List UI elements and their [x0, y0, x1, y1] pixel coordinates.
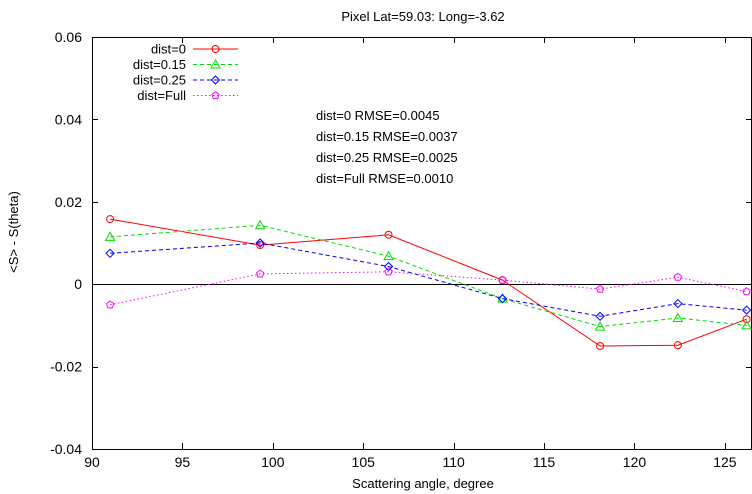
circle-marker — [106, 215, 115, 224]
rmse-annotations: dist=0 RMSE=0.0045 dist=0.15 RMSE=0.0037 d… — [316, 108, 458, 186]
x-tick-label: 115 — [533, 454, 556, 470]
legend-label: dist=Full — [137, 88, 186, 103]
pentagon-marker — [595, 284, 605, 293]
circle-marker — [256, 241, 265, 250]
circle-marker — [384, 230, 393, 239]
y-tick-label: 0.02 — [55, 194, 82, 210]
series-layer — [104, 215, 752, 350]
triangle-marker — [741, 319, 752, 330]
triangle-marker — [210, 58, 221, 69]
triangle-marker — [254, 219, 266, 230]
pentagon-marker — [742, 287, 751, 296]
series-line — [110, 224, 747, 328]
y-tick-label: 0.06 — [55, 29, 82, 45]
x-tick-label: 100 — [261, 454, 285, 470]
triangle-marker — [104, 231, 116, 241]
x-tick-label: 105 — [352, 454, 376, 470]
diamond-marker — [497, 293, 508, 304]
chart-title: Pixel Lat=59.03: Long=-3.62 — [341, 9, 504, 24]
x-tick-label: 120 — [623, 454, 647, 470]
diamond-marker — [255, 238, 265, 248]
legend-label: dist=0.25 — [133, 73, 186, 88]
y-tick-label: 0 — [74, 276, 82, 292]
pentagon-marker — [211, 91, 220, 100]
pentagon-marker — [105, 300, 115, 309]
x-tick-label: 90 — [84, 454, 100, 470]
y-tick-label: 0.04 — [55, 111, 82, 127]
series-3 — [105, 238, 752, 322]
legend-label: dist=0 — [151, 42, 186, 57]
rmse-annotation: dist=Full RMSE=0.0010 — [316, 171, 453, 186]
x-tick-label: 110 — [442, 454, 465, 470]
y-tick-label: -0.02 — [50, 359, 82, 375]
series-line — [110, 218, 747, 347]
triangle-marker — [672, 312, 684, 322]
rmse-annotation: dist=0.15 RMSE=0.0037 — [316, 129, 458, 144]
series-line — [109, 271, 747, 306]
plot-frame — [92, 37, 752, 450]
circle-marker — [742, 315, 751, 324]
legend-label: dist=0.15 — [133, 57, 186, 72]
circle-marker — [673, 341, 682, 350]
x-tick-label: 95 — [175, 454, 191, 470]
pentagon-marker — [256, 269, 265, 278]
diamond-marker — [105, 248, 115, 259]
diamond-marker — [383, 261, 394, 272]
series-1 — [106, 215, 751, 350]
x-axis: 90 95 100 105 110 115 120 125 — [84, 37, 737, 470]
circle-marker — [211, 45, 220, 53]
diamond-marker — [741, 305, 752, 315]
pentagon-marker — [498, 275, 507, 284]
rmse-annotation: dist=0 RMSE=0.0045 — [316, 108, 440, 123]
y-axis-title: <S> - S(theta) — [6, 191, 21, 273]
circle-marker — [596, 342, 605, 350]
y-axis: -0.04 -0.02 0 0.02 0.04 0.06 — [50, 29, 752, 457]
pentagon-marker — [673, 272, 683, 281]
series-4 — [105, 267, 751, 309]
triangle-marker — [594, 321, 606, 331]
y-tick-label: -0.04 — [50, 441, 82, 457]
x-tick-label: 125 — [713, 454, 737, 470]
diamond-marker — [673, 298, 683, 309]
diamond-marker — [210, 75, 221, 85]
x-axis-title: Scattering angle, degree — [352, 476, 494, 491]
triangle-marker — [383, 250, 394, 261]
pentagon-marker — [384, 267, 393, 276]
series-line — [110, 242, 747, 317]
series-2 — [104, 219, 752, 331]
rmse-annotation: dist=0.25 RMSE=0.0025 — [316, 150, 458, 165]
diamond-marker — [595, 311, 605, 322]
